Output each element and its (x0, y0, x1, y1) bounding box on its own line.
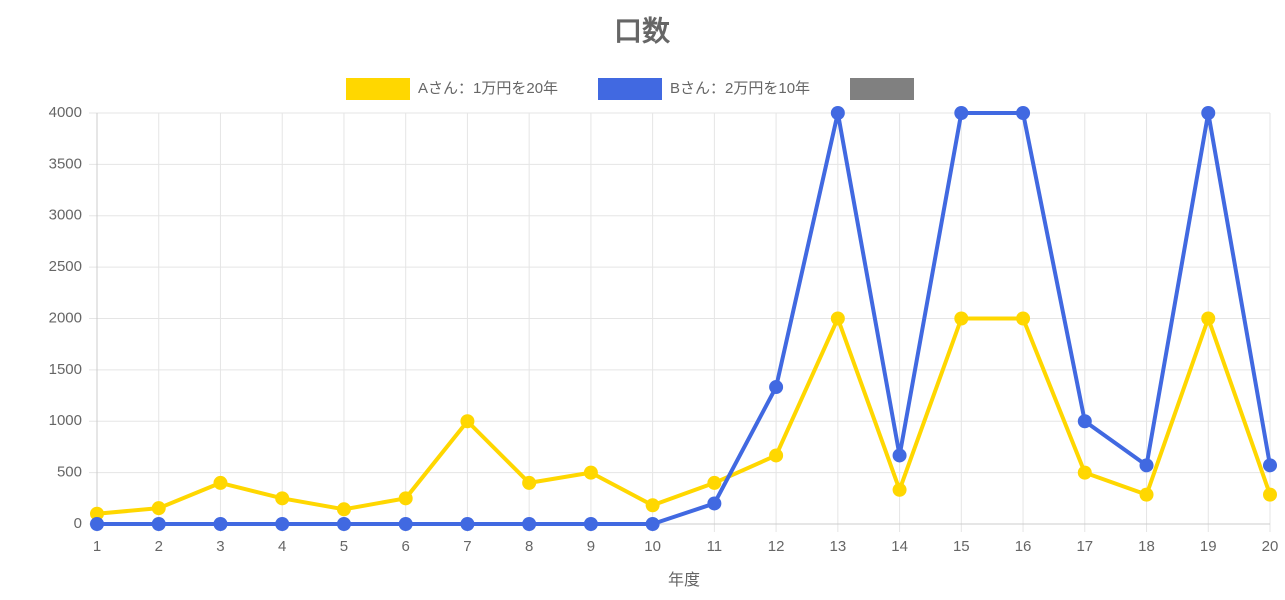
data-point (1263, 458, 1277, 473)
x-tick-label: 12 (768, 538, 785, 555)
data-point (336, 517, 351, 531)
x-tick-label: 5 (340, 538, 348, 555)
x-tick-label: 16 (1015, 538, 1032, 555)
y-tick-label: 4000 (49, 104, 82, 121)
data-point (1139, 487, 1154, 502)
data-point (398, 517, 413, 531)
y-tick-label: 0 (74, 515, 82, 532)
data-point (90, 517, 104, 531)
y-tick-label: 1000 (49, 412, 82, 429)
x-tick-label: 13 (829, 538, 846, 555)
y-tick-label: 3500 (49, 155, 82, 172)
x-axis-title: 年度 (668, 571, 700, 589)
data-point (460, 414, 475, 429)
data-point (892, 448, 907, 463)
legend-label: Bさん：2万円を10年 (670, 80, 810, 97)
data-point (830, 311, 845, 326)
x-tick-label: 6 (402, 538, 410, 555)
data-point (1016, 106, 1031, 120)
legend-swatch (346, 78, 410, 100)
x-tick-label: 10 (644, 538, 661, 555)
data-point (213, 475, 228, 490)
x-tick-label: 8 (525, 538, 533, 555)
data-point (522, 475, 537, 490)
data-point (645, 517, 660, 531)
data-point (398, 491, 413, 506)
x-tick-label: 19 (1200, 538, 1217, 555)
data-point (830, 106, 845, 120)
x-tick-label: 7 (463, 538, 471, 555)
x-tick-label: 20 (1262, 538, 1279, 555)
data-point (213, 517, 228, 531)
x-tick-label: 11 (707, 538, 723, 555)
data-point (151, 517, 166, 531)
data-point (769, 448, 784, 463)
x-tick-label: 17 (1076, 538, 1093, 555)
data-point (336, 502, 351, 517)
chart-title: 口数 (614, 15, 671, 46)
data-point (90, 506, 104, 521)
data-point (1201, 311, 1216, 326)
x-tick-label: 3 (216, 538, 224, 555)
data-point (151, 501, 166, 516)
data-point (707, 496, 722, 511)
x-tick-label: 14 (891, 538, 908, 555)
y-tick-label: 3000 (49, 207, 82, 224)
data-point (522, 517, 537, 531)
data-point (954, 311, 969, 326)
series-line (96, 316, 1272, 516)
x-tick-label: 9 (587, 538, 595, 555)
x-tick-label: 4 (278, 538, 286, 555)
x-tick-label: 1 (93, 538, 101, 555)
data-point (275, 517, 290, 531)
legend-swatch (598, 78, 662, 100)
data-point (275, 491, 290, 506)
data-point (954, 106, 969, 120)
data-point (583, 465, 598, 480)
data-point (460, 517, 475, 531)
data-point (1139, 458, 1154, 473)
legend-label: Aさん：1万円を20年 (418, 80, 558, 97)
x-tick-label: 2 (155, 538, 163, 555)
data-point (892, 482, 907, 497)
x-tick-label: 15 (953, 538, 970, 555)
y-tick-label: 1500 (49, 361, 82, 378)
data-point (1201, 106, 1216, 120)
series-line (97, 111, 1272, 526)
data-point (645, 498, 660, 513)
data-point (1016, 311, 1031, 326)
x-tick-label: 18 (1138, 538, 1155, 555)
data-point (1077, 414, 1092, 429)
y-tick-label: 2000 (49, 309, 82, 326)
legend-swatch (850, 78, 914, 100)
data-point (1263, 487, 1277, 502)
data-point (583, 517, 598, 531)
data-point (1077, 465, 1092, 480)
y-tick-label: 500 (57, 464, 82, 481)
y-tick-label: 2500 (49, 258, 82, 275)
data-point (707, 475, 722, 490)
data-point (769, 380, 784, 395)
